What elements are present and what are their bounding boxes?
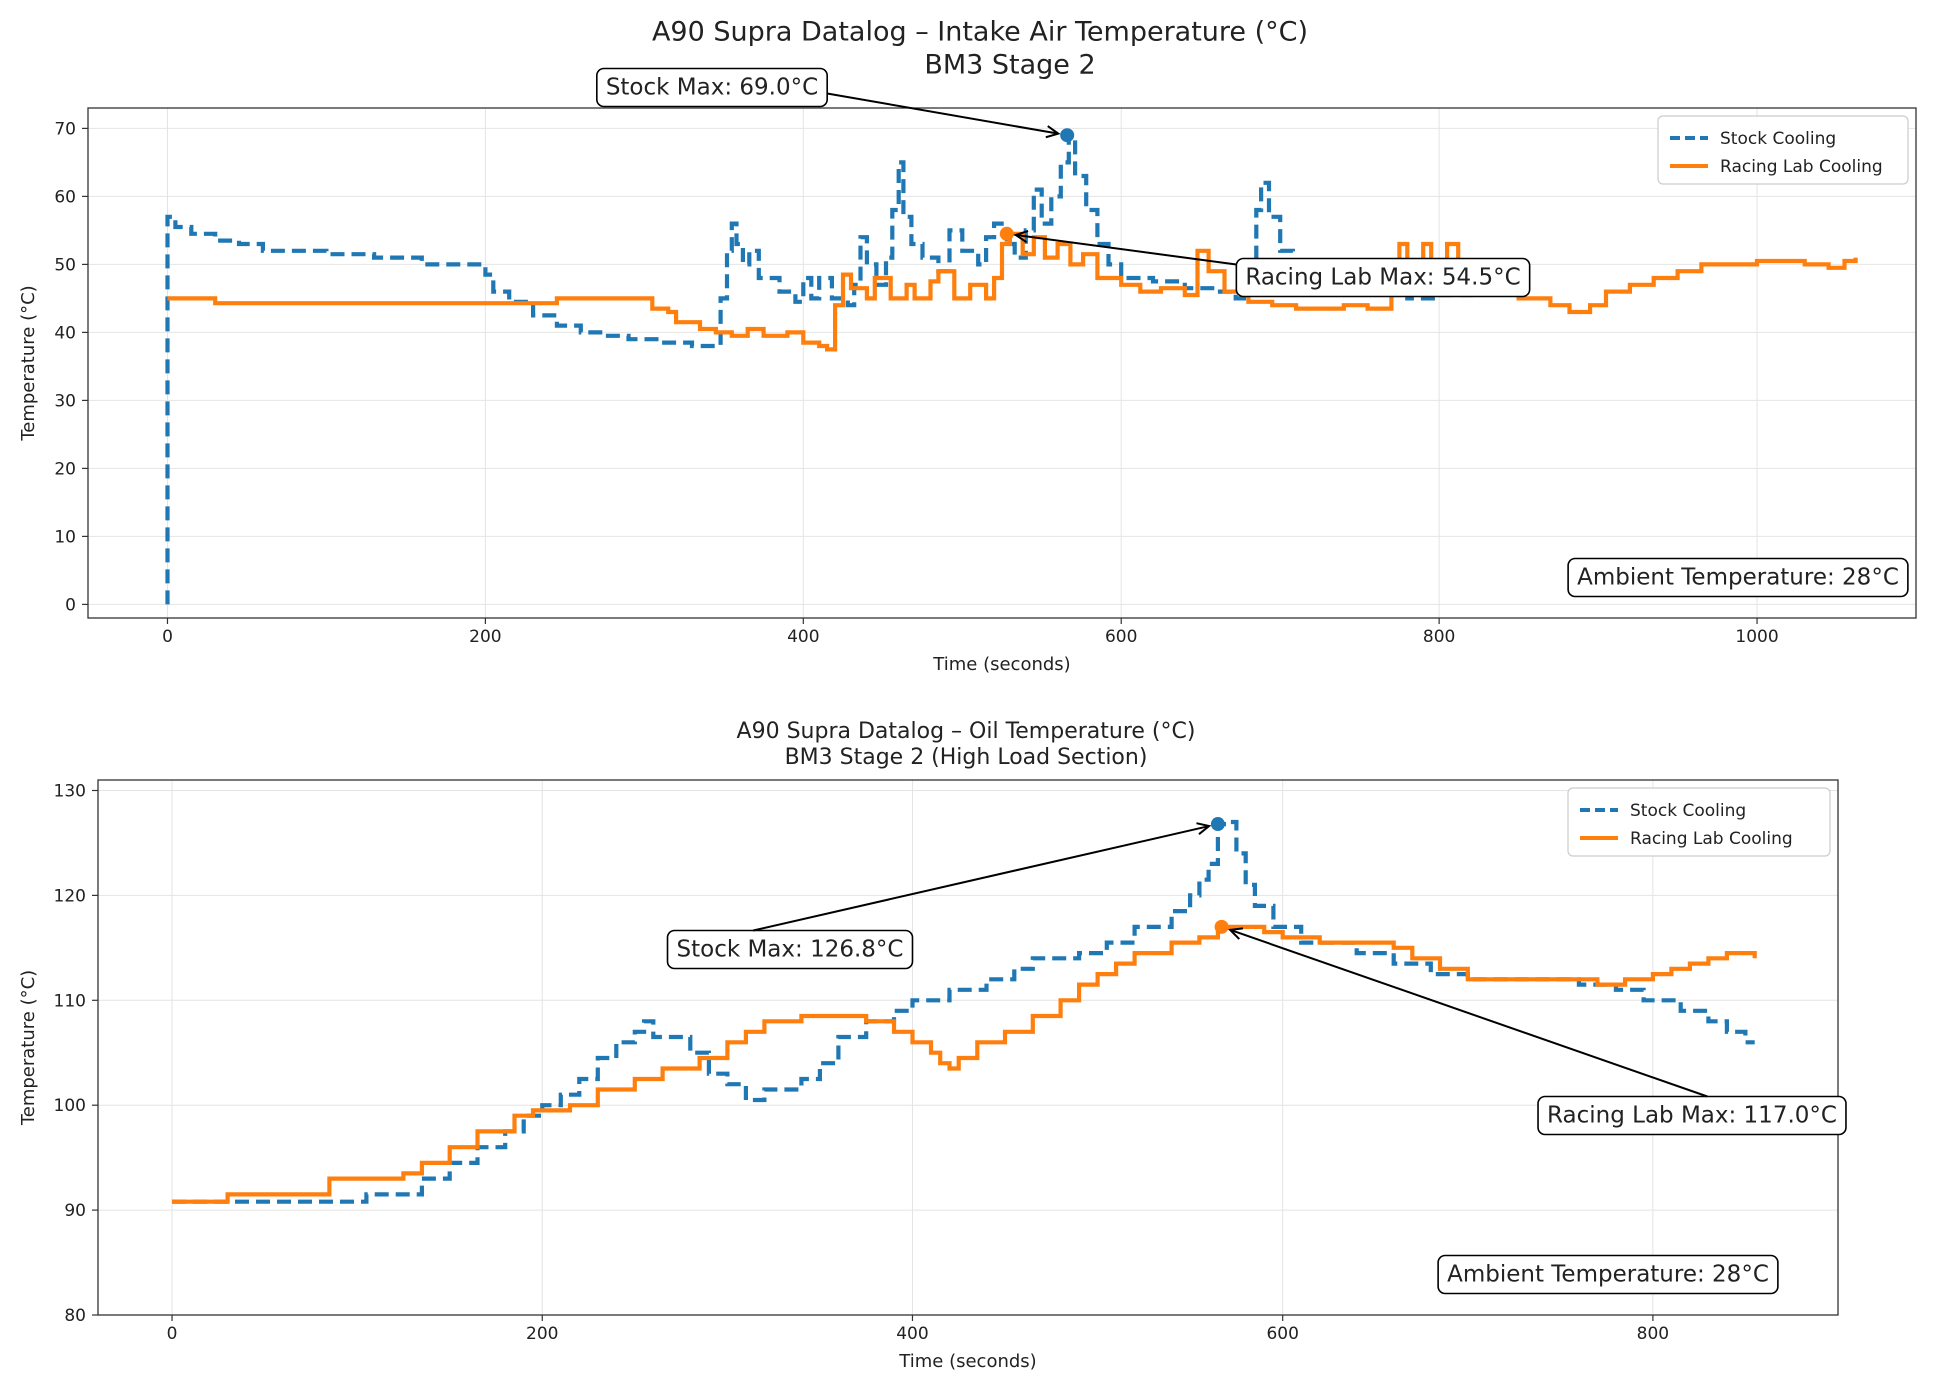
chart-subtitle: BM3 Stage 2 (High Load Section) bbox=[785, 745, 1148, 770]
max-annotation-box bbox=[1537, 1095, 1847, 1136]
x-tick-label: 600 bbox=[1105, 627, 1137, 647]
x-tick-label: 400 bbox=[787, 627, 819, 647]
y-tick-label: 40 bbox=[54, 323, 76, 343]
max-marker bbox=[1214, 919, 1229, 934]
x-tick-label: 0 bbox=[167, 1324, 178, 1344]
max-annotation-box bbox=[596, 67, 828, 108]
max-marker bbox=[999, 226, 1014, 241]
ambient-annotation-box bbox=[1567, 557, 1909, 598]
y-tick-label: 30 bbox=[54, 391, 76, 411]
legend-box bbox=[1567, 787, 1831, 857]
annotation-arrowhead bbox=[1196, 822, 1212, 835]
annotation-arrowhead bbox=[1013, 229, 1029, 243]
series-line-stock-cooling bbox=[165, 133, 1527, 605]
grid bbox=[88, 108, 1916, 618]
y-tick-label: 20 bbox=[54, 459, 76, 479]
series-line-stock-cooling bbox=[172, 819, 1755, 1204]
legend: Stock Cooling Racing Lab Cooling bbox=[1567, 787, 1831, 857]
max-annotation-text: Stock Max: 69.0°C bbox=[606, 75, 818, 101]
y-tick-label: 110 bbox=[54, 991, 86, 1011]
max-annotation-text: Racing Lab Max: 117.0°C bbox=[1547, 1103, 1837, 1129]
chart-subtitle: BM3 Stage 2 bbox=[924, 50, 1095, 81]
max-annotation: Stock Max: 126.8°C bbox=[666, 929, 914, 970]
grid bbox=[98, 780, 1838, 1316]
y-tick-label: 60 bbox=[54, 187, 76, 207]
chart-1: A90 Supra Datalog – Intake Air Temperatu… bbox=[18, 17, 1917, 675]
x-tick-label: 0 bbox=[162, 627, 173, 647]
annotation-arrowhead bbox=[1045, 125, 1061, 139]
x-tick-label: 1000 bbox=[1735, 627, 1778, 647]
y-tick-label: 50 bbox=[54, 255, 76, 275]
max-marker bbox=[1060, 128, 1075, 143]
ambient-annotation-text: Ambient Temperature: 28°C bbox=[1577, 565, 1899, 591]
ambient-annotation-text: Ambient Temperature: 28°C bbox=[1447, 1262, 1769, 1288]
chart-2: A90 Supra Datalog – Oil Temperature (°C)… bbox=[18, 719, 1847, 1372]
plot-frame bbox=[87, 107, 1917, 619]
y-tick-label: 130 bbox=[54, 781, 86, 801]
annotation-arrowhead bbox=[1227, 927, 1244, 940]
max-annotation: Stock Max: 69.0°C bbox=[596, 67, 828, 108]
y-tick-label: 120 bbox=[54, 886, 86, 906]
x-axis-label: Time (seconds) bbox=[898, 1351, 1036, 1372]
ambient-annotation-box bbox=[1437, 1254, 1779, 1295]
max-annotation: Racing Lab Max: 117.0°C bbox=[1537, 1095, 1847, 1136]
y-tick-label: 0 bbox=[65, 595, 76, 615]
x-tick-label: 400 bbox=[896, 1324, 928, 1344]
y-tick-label: 90 bbox=[64, 1201, 86, 1221]
legend-label: Stock Cooling bbox=[1630, 801, 1746, 821]
y-axis-label: Temperature (°C) bbox=[18, 970, 39, 1126]
x-axis-label: Time (seconds) bbox=[932, 654, 1070, 675]
series-line-racing-lab-cooling bbox=[172, 924, 1757, 1204]
max-annotation: Racing Lab Max: 54.5°C bbox=[1235, 257, 1531, 298]
x-tick-label: 200 bbox=[469, 627, 501, 647]
y-tick-label: 10 bbox=[54, 527, 76, 547]
legend-label: Racing Lab Cooling bbox=[1630, 829, 1793, 849]
plot-frame bbox=[97, 779, 1839, 1316]
y-tick-label: 100 bbox=[54, 1096, 86, 1116]
chart-title: A90 Supra Datalog – Intake Air Temperatu… bbox=[652, 17, 1308, 48]
legend: Stock Cooling Racing Lab Cooling bbox=[1657, 115, 1909, 185]
legend-box bbox=[1657, 115, 1909, 185]
max-annotation-box bbox=[1235, 257, 1531, 298]
max-annotation-text: Stock Max: 126.8°C bbox=[677, 937, 904, 963]
legend-label: Racing Lab Cooling bbox=[1720, 157, 1883, 177]
annotation-arrow bbox=[827, 92, 1059, 135]
y-tick-label: 70 bbox=[54, 119, 76, 139]
x-tick-label: 600 bbox=[1266, 1324, 1298, 1344]
legend-label: Stock Cooling bbox=[1720, 129, 1836, 149]
x-tick-label: 200 bbox=[526, 1324, 558, 1344]
ambient-annotation: Ambient Temperature: 28°C bbox=[1567, 557, 1909, 598]
chart-title: A90 Supra Datalog – Oil Temperature (°C) bbox=[737, 719, 1196, 744]
max-annotation-box bbox=[666, 929, 914, 970]
max-marker bbox=[1210, 817, 1225, 832]
x-tick-label: 800 bbox=[1637, 1324, 1669, 1344]
annotation-arrow bbox=[1229, 928, 1708, 1098]
annotation-arrow bbox=[1015, 234, 1237, 266]
x-tick-label: 800 bbox=[1423, 627, 1455, 647]
y-axis-label: Temperature (°C) bbox=[18, 285, 39, 441]
series-line-racing-lab-cooling bbox=[167, 231, 1858, 352]
annotation-arrow bbox=[753, 825, 1210, 932]
ambient-annotation: Ambient Temperature: 28°C bbox=[1437, 1254, 1779, 1295]
y-tick-label: 80 bbox=[64, 1306, 86, 1326]
max-annotation-text: Racing Lab Max: 54.5°C bbox=[1245, 265, 1520, 291]
